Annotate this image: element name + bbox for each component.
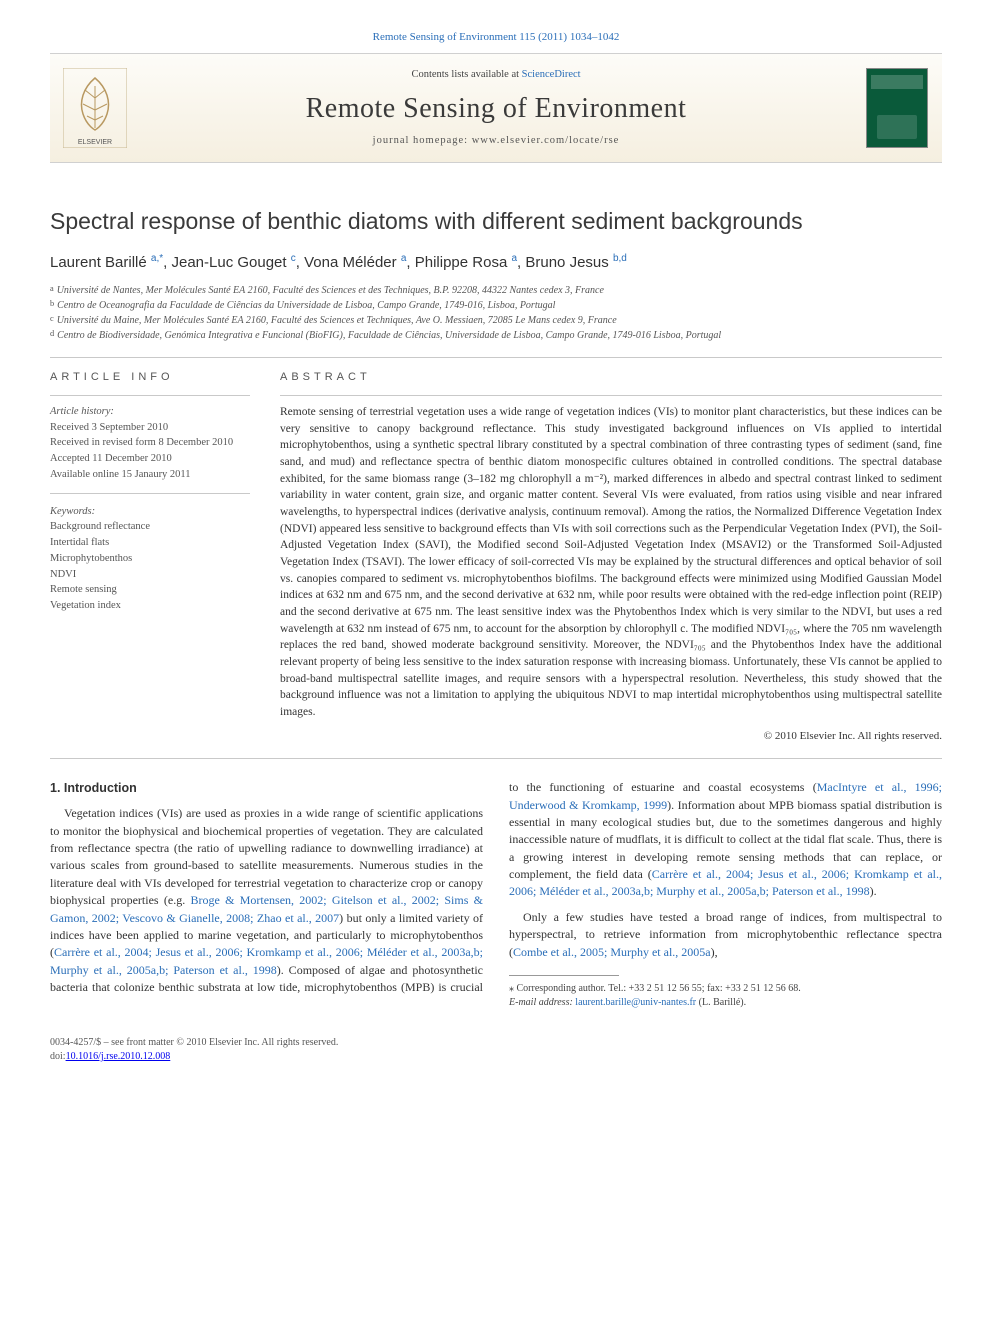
body-two-columns: 1. Introduction Vegetation indices (VIs)… (50, 779, 942, 1010)
footer-doi-line: doi:10.1016/j.rse.2010.12.008 (50, 1050, 338, 1064)
aff-text-a: Université de Nantes, Mer Molécules Sant… (57, 283, 604, 298)
aff-text-d: Centro de Biodiversidade, Genómica Integ… (57, 328, 721, 343)
email-label: E-mail address: (509, 997, 575, 1008)
svg-text:ELSEVIER: ELSEVIER (78, 139, 112, 146)
footnote-block: ⁎ Corresponding author. Tel.: +33 2 51 1… (509, 975, 942, 1010)
homepage-label: journal homepage: (373, 135, 472, 146)
email-post: (L. Barillé). (696, 997, 746, 1008)
history-label: Article history: (50, 404, 250, 420)
author-0-marks[interactable]: a,* (151, 253, 163, 264)
affiliation-c: c Université du Maine, Mer Molécules San… (50, 313, 942, 328)
keyword-5: Vegetation index (50, 598, 250, 614)
history-0: Received 3 September 2010 (50, 420, 250, 436)
intro-p2: Only a few studies have tested a broad r… (509, 909, 942, 961)
doi-link[interactable]: 10.1016/j.rse.2010.12.008 (66, 1051, 171, 1062)
article-title: Spectral response of benthic diatoms wit… (50, 205, 942, 237)
journal-banner: ELSEVIER Contents lists available at Sci… (50, 53, 942, 163)
author-2: Vona Méléder a (304, 254, 406, 271)
article-info-head: article info (50, 370, 250, 385)
abstract-copyright: © 2010 Elsevier Inc. All rights reserved… (280, 729, 942, 744)
footer-left: 0034-4257/$ – see front matter © 2010 El… (50, 1036, 338, 1064)
divider-bottom (50, 758, 942, 759)
author-4-marks[interactable]: b,d (613, 253, 627, 264)
homepage-url[interactable]: www.elsevier.com/locate/rse (472, 135, 620, 146)
journal-citation[interactable]: Remote Sensing of Environment 115 (2011)… (50, 30, 942, 45)
history-1: Received in revised form 8 December 2010 (50, 435, 250, 451)
journal-homepage-line: journal homepage: www.elsevier.com/locat… (373, 134, 620, 149)
aff-text-c: Université du Maine, Mer Molécules Santé… (57, 313, 617, 328)
author-4: Bruno Jesus b,d (525, 254, 626, 271)
divider-top (50, 357, 942, 358)
intro-heading: 1. Introduction (50, 779, 483, 797)
corresponding-email-link[interactable]: laurent.barille@univ-nantes.fr (575, 997, 696, 1008)
banner-center: Contents lists available at ScienceDirec… (140, 54, 852, 162)
journal-cover-thumbnail (866, 68, 928, 148)
authors-line: Laurent Barillé a,*, Jean-Luc Gouget c, … (50, 252, 942, 273)
author-0-name: Laurent Barillé (50, 254, 147, 271)
email-footnote: E-mail address: laurent.barille@univ-nan… (509, 996, 942, 1010)
keyword-3: NDVI (50, 567, 250, 583)
keyword-4: Remote sensing (50, 582, 250, 598)
author-3-name: Philippe Rosa (415, 254, 508, 271)
abstract-head: abstract (280, 370, 942, 385)
aff-key-a: a (50, 283, 54, 298)
keyword-1: Intertidal flats (50, 535, 250, 551)
intro-p2-post: ), (711, 945, 718, 959)
publisher-logo-wrap: ELSEVIER (50, 54, 140, 162)
abstract-divider (280, 395, 942, 396)
author-3-marks[interactable]: a (511, 253, 517, 264)
author-1-marks[interactable]: c (291, 253, 296, 264)
journal-name: Remote Sensing of Environment (306, 89, 687, 128)
abstract-text: Remote sensing of terrestrial vegetation… (280, 404, 942, 721)
author-1-name: Jean-Luc Gouget (171, 254, 286, 271)
affiliations: a Université de Nantes, Mer Molécules Sa… (50, 283, 942, 343)
contents-lists-line: Contents lists available at ScienceDirec… (411, 68, 580, 83)
intro-p1b-post: ). (870, 884, 877, 898)
affiliation-b: b Centro de Oceanografia da Faculdade de… (50, 298, 942, 313)
affiliation-a: a Université de Nantes, Mer Molécules Sa… (50, 283, 942, 298)
history-keywords-divider (50, 493, 250, 494)
cover-thumb-wrap (852, 54, 942, 162)
author-0: Laurent Barillé a,* (50, 254, 163, 271)
aff-key-d: d (50, 328, 54, 343)
author-4-name: Bruno Jesus (525, 254, 608, 271)
elsevier-tree-logo: ELSEVIER (63, 68, 127, 148)
history-2: Accepted 11 December 2010 (50, 451, 250, 467)
author-1: Jean-Luc Gouget c (171, 254, 295, 271)
footnote-separator (509, 975, 619, 976)
doi-label: doi: (50, 1051, 66, 1062)
aff-text-b: Centro de Oceanografia da Faculdade de C… (57, 298, 555, 313)
page-footer: 0034-4257/$ – see front matter © 2010 El… (50, 1036, 942, 1064)
info-abstract-row: article info Article history: Received 3… (50, 370, 942, 745)
corresponding-author-footnote: ⁎ Corresponding author. Tel.: +33 2 51 1… (509, 982, 942, 996)
history-3: Available online 15 Janaury 2011 (50, 467, 250, 483)
keywords-label: Keywords: (50, 504, 250, 520)
article-history-block: Article history: Received 3 September 20… (50, 404, 250, 614)
article-info-column: article info Article history: Received 3… (50, 370, 250, 745)
keyword-0: Background reflectance (50, 519, 250, 535)
sciencedirect-link[interactable]: ScienceDirect (522, 69, 581, 80)
author-2-marks[interactable]: a (401, 253, 407, 264)
footer-copyright-line: 0034-4257/$ – see front matter © 2010 El… (50, 1036, 338, 1050)
affiliation-d: d Centro de Biodiversidade, Genómica Int… (50, 328, 942, 343)
author-2-name: Vona Méléder (304, 254, 397, 271)
intro-p2-link[interactable]: Combe et al., 2005; Murphy et al., 2005a (513, 945, 711, 959)
author-3: Philippe Rosa a (415, 254, 517, 271)
aff-key-b: b (50, 298, 54, 313)
keyword-2: Microphytobenthos (50, 551, 250, 567)
abstract-column: abstract Remote sensing of terrestrial v… (280, 370, 942, 745)
aff-key-c: c (50, 313, 54, 328)
contents-prefix: Contents lists available at (411, 69, 521, 80)
info-divider (50, 395, 250, 396)
